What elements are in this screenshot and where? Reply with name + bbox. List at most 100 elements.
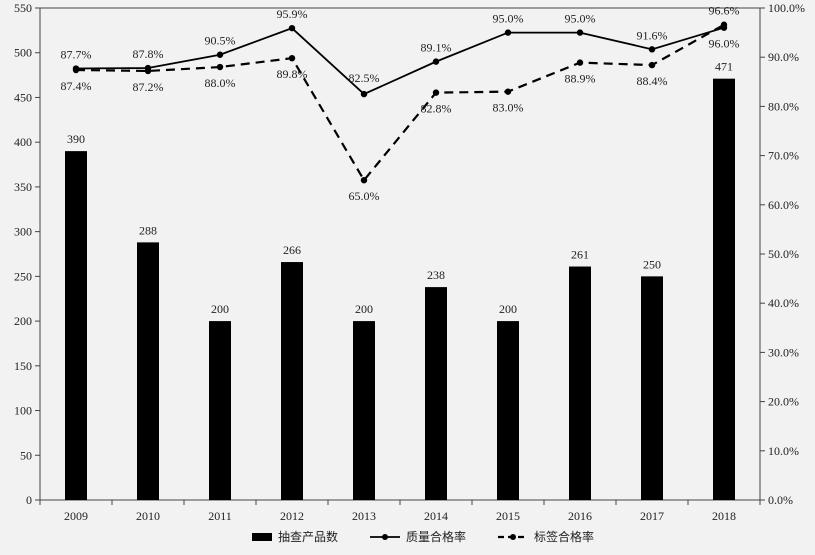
legend-label-bar: 抽查产品数 xyxy=(278,529,338,544)
y2-axis-tick-label: 20.0% xyxy=(768,395,799,409)
label-rate-data-label: 82.8% xyxy=(421,102,452,116)
bar-data-label: 471 xyxy=(715,60,733,74)
y2-axis-tick-label: 70.0% xyxy=(768,149,799,163)
bar-data-label: 238 xyxy=(427,268,445,282)
y2-axis-tick-label: 30.0% xyxy=(768,345,799,359)
lines-layer xyxy=(72,21,728,184)
y-axis-tick-label: 200 xyxy=(14,314,32,328)
y-axis-tick-label: 50 xyxy=(20,448,32,462)
quality-pass-rate-point xyxy=(72,65,80,72)
x-axis-tick-label: 2010 xyxy=(136,509,160,523)
bar xyxy=(353,321,375,500)
axes-layer: 0 50 100 150 200 250 300 350 400 450 500 550 0.0% 10.… xyxy=(14,1,805,523)
x-axis-tick-label: 2009 xyxy=(64,509,88,523)
quality-pass-rate-point xyxy=(144,64,152,72)
label-rate-data-label: 88.9% xyxy=(565,72,596,86)
label-pass-rate-point xyxy=(432,89,440,96)
quality-pass-rate-line xyxy=(75,26,725,96)
label-pass-rate-point xyxy=(648,61,656,69)
quality-rate-data-label: 91.6% xyxy=(637,28,668,42)
y-axis-tick-label: 400 xyxy=(14,135,32,149)
x-axis-tick-label: 2018 xyxy=(712,509,736,523)
bar xyxy=(137,242,159,500)
bar xyxy=(281,262,303,500)
label-rate-data-label: 88.4% xyxy=(637,74,668,88)
bar-data-label: 200 xyxy=(499,302,517,316)
y2-axis-tick-label: 40.0% xyxy=(768,296,799,310)
bar xyxy=(65,151,87,501)
label-rate-data-label: 88.0% xyxy=(205,76,236,90)
quality-rate-data-label: 87.7% xyxy=(61,48,92,62)
quality-rate-data-label: 95.0% xyxy=(493,12,524,26)
bar-data-label: 200 xyxy=(355,302,373,316)
y-axis-tick-label: 350 xyxy=(14,180,32,194)
y2-axis-tick-label: 0.0% xyxy=(768,493,793,507)
label-pass-rate-point xyxy=(360,177,368,184)
label-rate-data-label: 83.0% xyxy=(493,101,524,115)
bar xyxy=(425,287,447,500)
x-axis-tick-label: 2012 xyxy=(280,509,304,523)
label-rate-data-label: 87.2% xyxy=(133,80,164,94)
label-pass-rate-point xyxy=(504,88,512,95)
legend-swatch-bar xyxy=(252,533,272,541)
y2-axis-tick-label: 10.0% xyxy=(768,444,799,458)
y2-axis-tick-label: 100.0% xyxy=(768,1,805,15)
bar xyxy=(641,276,663,500)
quality-pass-rate-point xyxy=(216,51,224,58)
x-axis-tick-label: 2015 xyxy=(496,509,520,523)
quality-pass-rate-point xyxy=(504,29,512,36)
bar xyxy=(713,78,735,500)
x-axis-tick-label: 2011 xyxy=(208,509,232,523)
quality-rate-data-label: 95.9% xyxy=(277,7,308,21)
quality-rate-data-label: 95.0% xyxy=(565,12,596,26)
quality-rate-data-label: 90.5% xyxy=(205,34,236,48)
y-axis-tick-label: 250 xyxy=(14,269,32,283)
legend: 抽查产品数 质量合格率 标签合格率 xyxy=(252,529,594,544)
y-axis-tick-label: 100 xyxy=(14,404,32,418)
bar xyxy=(497,321,519,500)
bar xyxy=(209,321,231,500)
x-axis-tick-label: 2016 xyxy=(568,509,592,523)
legend-swatch-quality-marker xyxy=(382,534,388,540)
quality-pass-rate-point xyxy=(432,58,440,65)
y2-axis-tick-label: 80.0% xyxy=(768,99,799,113)
label-pass-rate-line xyxy=(75,23,725,183)
x-axis-tick-label: 2013 xyxy=(352,509,376,523)
y-axis-tick-label: 150 xyxy=(14,359,32,373)
legend-label-quality: 质量合格率 xyxy=(406,529,466,544)
quality-pass-rate-point xyxy=(360,90,368,98)
quality-rate-data-label: 96.0% xyxy=(709,37,740,51)
label-rate-data-label: 65.0% xyxy=(349,189,380,203)
bar-data-label: 250 xyxy=(643,257,661,271)
bar-data-label: 200 xyxy=(211,302,229,316)
quality-pass-rate-point xyxy=(720,24,728,31)
bars-layer xyxy=(65,78,735,501)
legend-label-label-rate: 标签合格率 xyxy=(534,529,594,544)
y2-axis-tick-label: 50.0% xyxy=(768,247,799,261)
bar-data-label: 390 xyxy=(67,132,85,146)
label-rate-data-label: 89.8% xyxy=(277,67,308,81)
label-pass-rate-point xyxy=(576,59,584,66)
label-pass-rate-point xyxy=(216,63,224,71)
legend-swatch-label-marker xyxy=(510,534,516,540)
quality-pass-rate-point xyxy=(648,46,656,53)
data-labels-layer: 390 288 200 266 200 238 200 261 250 471 87.7% 87.4%… xyxy=(61,4,740,316)
y2-axis-tick-label: 60.0% xyxy=(768,198,799,212)
quality-rate-data-label: 89.1% xyxy=(421,41,452,55)
y-axis-tick-label: 0 xyxy=(26,493,32,507)
bar-data-label: 261 xyxy=(571,248,589,262)
bar-data-label: 266 xyxy=(283,243,301,257)
quality-pass-rate-point xyxy=(288,24,296,32)
bar xyxy=(569,266,591,500)
y-axis-tick-label: 300 xyxy=(14,225,32,239)
label-rate-data-label: 87.4% xyxy=(61,79,92,93)
y2-axis-tick-label: 90.0% xyxy=(768,50,799,64)
quality-pass-rate-point xyxy=(576,29,584,36)
quality-rate-data-label: 87.8% xyxy=(133,47,164,61)
label-rate-data-label: 96.6% xyxy=(709,4,740,18)
x-axis-tick-label: 2014 xyxy=(424,509,448,523)
quality-rate-data-label: 82.5% xyxy=(349,71,380,85)
bar-data-label: 288 xyxy=(139,223,157,237)
